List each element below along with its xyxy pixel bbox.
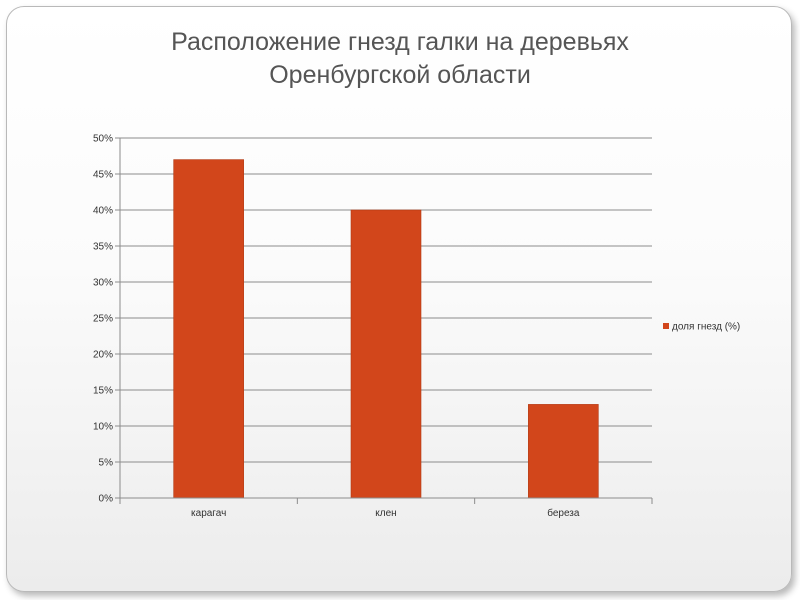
legend: доля гнезд (%): [663, 322, 740, 333]
bar-2: [350, 209, 422, 499]
bars: [173, 159, 599, 499]
x-category-label: береза: [547, 507, 580, 519]
y-tick-label: 5%: [99, 458, 114, 469]
bar-3: [528, 404, 599, 499]
y-tick-label: 45%: [93, 170, 113, 181]
x-category-label: карагач: [191, 508, 226, 519]
y-tick-label: 20%: [93, 350, 113, 361]
y-tick-label: 10%: [93, 422, 113, 433]
y-axis-tick-labels: 0% 5% 10% 15% 20% 25% 30% 35% 40% 45% 50%: [93, 134, 113, 505]
legend-label: доля гнезд (%): [672, 322, 740, 333]
y-tick-label: 0%: [99, 494, 114, 505]
y-tick-label: 50%: [93, 134, 113, 145]
y-tick-label: 40%: [93, 206, 113, 217]
bar-1: [173, 159, 244, 499]
legend-swatch: [663, 323, 669, 329]
chart-title-line-1: Расположение гнезд галки на деревьях: [171, 28, 629, 56]
y-tick-label: 35%: [93, 242, 113, 253]
y-tick-label: 15%: [93, 386, 113, 397]
chart-title: Расположение гнезд галки на деревьях Оре…: [0, 26, 800, 92]
x-axis: карагач клен береза: [119, 497, 653, 519]
chart-title-line-2: Оренбургской области: [269, 61, 531, 89]
x-category-label: клен: [375, 508, 396, 519]
y-tick-label: 30%: [93, 278, 113, 289]
y-tick-label: 25%: [93, 314, 113, 325]
